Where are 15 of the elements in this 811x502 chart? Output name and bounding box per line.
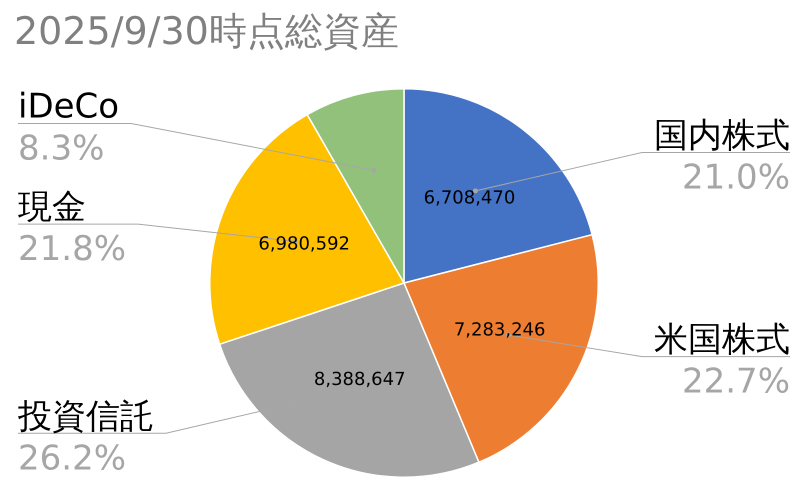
data-label: 21.8% xyxy=(18,229,126,270)
text: 7,283,246 xyxy=(454,319,546,340)
text: 6,980,592 xyxy=(258,234,350,255)
data-label: 26.2% xyxy=(18,438,126,478)
slice-label: 米国株式 xyxy=(654,320,790,360)
chart-title: 2025/9/30時点総資産 xyxy=(14,8,399,55)
slice-label: 国内株式 xyxy=(654,116,790,156)
slice-label: 投資信託 xyxy=(17,396,154,436)
data-label: 22.7% xyxy=(682,362,790,402)
data-label: 21.0% xyxy=(682,158,790,198)
text: 8,388,647 xyxy=(314,368,406,390)
slice-label: 現金 xyxy=(18,187,86,228)
slice-label: iDeCo xyxy=(18,86,120,126)
text: 6,708,470 xyxy=(424,187,516,208)
data-label: 8.3% xyxy=(18,128,104,168)
